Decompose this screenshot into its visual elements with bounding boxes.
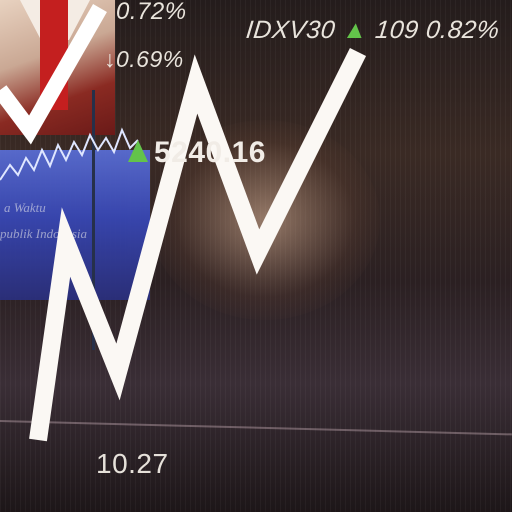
- ticker-index-row: IDXV30 ▲ 109 0.82%: [244, 16, 501, 45]
- white-zigzag-shadow: [0, 4, 107, 145]
- composite-value: 5240.16: [154, 136, 266, 169]
- small-noise-chart: [0, 127, 139, 181]
- green-up-triangle: [128, 140, 148, 162]
- bottom-value: 10.27: [96, 448, 169, 479]
- index-change: 109: [373, 16, 421, 44]
- index-percent: 0.82%: [424, 16, 501, 44]
- panel-text-line1: a Waktu: [4, 200, 46, 215]
- ticker-percent-second: ↓0.69%: [104, 46, 184, 72]
- index-name: IDXV30: [244, 16, 337, 44]
- up-arrow-icon: ▲: [341, 16, 370, 44]
- ticker-percent-top: 0.72%: [116, 0, 187, 25]
- white-zigzag-line: [29, 47, 367, 442]
- vertical-divider: [92, 90, 95, 350]
